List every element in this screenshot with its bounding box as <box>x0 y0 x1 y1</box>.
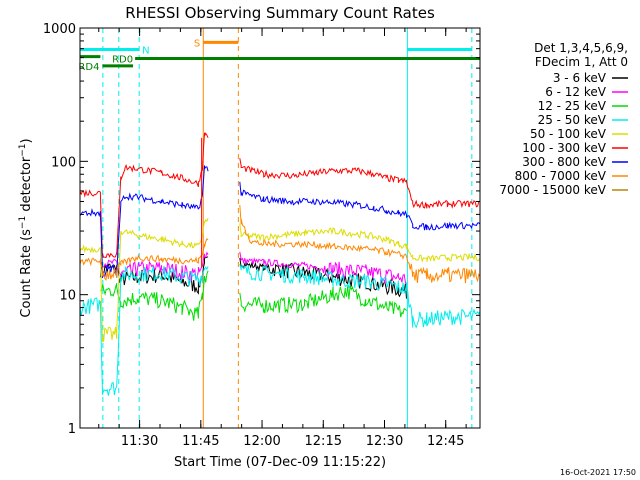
legend-label-8: 800 - 7000 keV <box>515 169 607 183</box>
chart-title: RHESSI Observing Summary Count Rates <box>125 4 435 22</box>
legend-label-7: 300 - 800 keV <box>522 155 606 169</box>
y-tick-label-4: 1000 <box>43 22 76 37</box>
y-tick-label-2: 10 <box>59 289 76 304</box>
x-tick-label-4: 12:15 <box>305 434 342 449</box>
x-tick-label-6: 12:45 <box>427 434 464 449</box>
state-label-rd0: RD0 <box>112 55 133 66</box>
legend: Det 1,3,4,5,6,9, FDecim 1, Att 0 3 - 6 k… <box>499 41 628 197</box>
legend-label-9: 7000 - 15000 keV <box>499 183 606 197</box>
legend-label-1: 3 - 6 keV <box>553 71 607 85</box>
state-label-s: S <box>194 38 200 49</box>
plot-frame <box>79 27 481 429</box>
series-line-7 <box>79 165 481 279</box>
series-line-6 <box>79 132 481 259</box>
series-line-4 <box>79 263 481 396</box>
legend-header-line-1: Det 1,3,4,5,6,9, <box>534 41 628 55</box>
x-tick-label-2: 11:45 <box>182 434 219 449</box>
legend-label-6: 100 - 300 keV <box>522 141 606 155</box>
series-line-5 <box>79 217 481 342</box>
legend-label-3: 12 - 25 keV <box>538 99 607 113</box>
timestamp: 16-Oct-2021 17:50 <box>560 468 636 477</box>
x-axis-label: Start Time (07-Dec-09 11:15:22) <box>174 455 386 470</box>
series-line-8 <box>79 204 481 284</box>
x-tick-label-3: 12:00 <box>243 434 280 449</box>
legend-header-line-2: FDecim 1, Att 0 <box>535 55 628 69</box>
y-axis-label: Count Rate (s−1 detector−1) <box>18 138 34 317</box>
state-label-rd4: RD4 <box>78 62 99 73</box>
x-tick-label-1: 11:30 <box>121 434 158 449</box>
legend-label-5: 50 - 100 keV <box>530 127 607 141</box>
legend-label-4: 25 - 50 keV <box>538 113 607 127</box>
state-label-n: N <box>142 45 149 56</box>
y-tick-label-1: 1 <box>68 422 76 437</box>
plot-area: RD0 RD4 N S <box>78 28 481 428</box>
y-tick-label-3: 100 <box>51 155 76 170</box>
legend-label-2: 6 - 12 keV <box>545 85 607 99</box>
x-tick-label-5: 12:30 <box>366 434 403 449</box>
